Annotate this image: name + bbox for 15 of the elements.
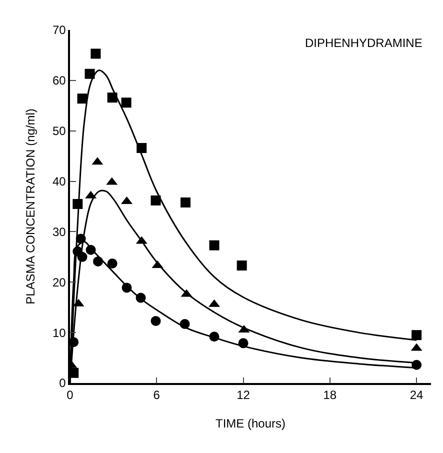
y-tick-label: 50 bbox=[52, 124, 66, 138]
x-axis-title: TIME (hours) bbox=[215, 416, 286, 431]
y-tick-label: 40 bbox=[52, 174, 66, 188]
y-tick-label: 0 bbox=[59, 376, 66, 390]
x-tick-label: 12 bbox=[236, 388, 250, 402]
y-axis-title: PLASMA CONCENTRATION (ng/ml) bbox=[23, 108, 38, 304]
y-tick-label: 30 bbox=[52, 224, 66, 239]
y-tick-label: 20 bbox=[52, 275, 66, 290]
y-tick-label: 70 bbox=[52, 23, 66, 38]
x-tick-label: 6 bbox=[153, 388, 160, 402]
y-tick-label: 60 bbox=[52, 74, 66, 88]
annotation: DIPHENHYDRAMINE bbox=[305, 36, 422, 50]
y-tick-label: 10 bbox=[52, 326, 66, 340]
x-tick-label: 24 bbox=[410, 388, 424, 402]
x-tick-label: 18 bbox=[323, 388, 337, 402]
